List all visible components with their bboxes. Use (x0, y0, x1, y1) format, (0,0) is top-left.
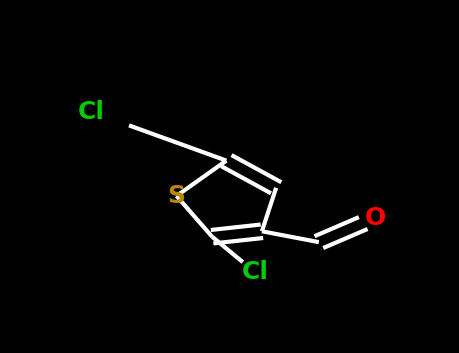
Text: Cl: Cl (78, 100, 105, 124)
Text: S: S (168, 184, 185, 208)
Text: Cl: Cl (241, 260, 269, 284)
Text: O: O (365, 206, 386, 230)
